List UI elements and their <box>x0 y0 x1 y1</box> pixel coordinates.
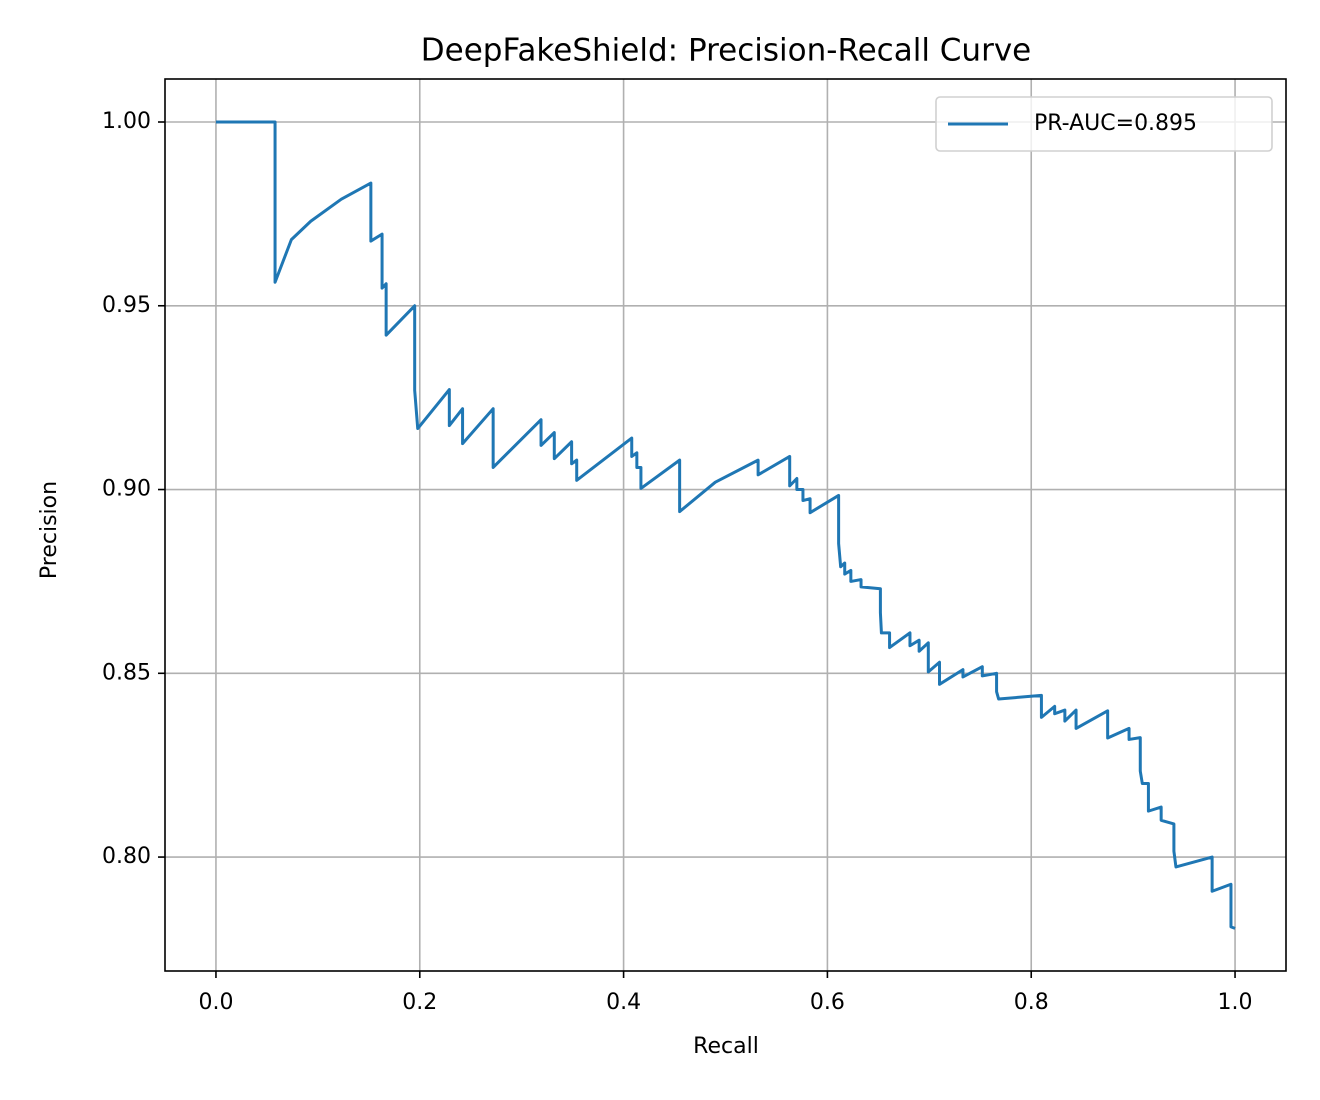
pr-curve <box>215 120 1236 930</box>
y-tick-label: 0.80 <box>102 844 151 869</box>
x-tick-label: 0.6 <box>810 990 845 1015</box>
y-tick-label: 1.00 <box>102 109 151 134</box>
legend-label: PR-AUC=0.895 <box>1034 111 1197 136</box>
x-tick-label: 0.4 <box>606 990 641 1015</box>
axes-frame <box>164 78 1287 972</box>
chart-title: DeepFakeShield: Precision-Recall Curve <box>421 33 1032 69</box>
x-tick-label: 0.8 <box>1014 990 1049 1015</box>
legend-box <box>935 96 1273 152</box>
legend: PR-AUC=0.895 <box>935 96 1273 152</box>
y-tick-label: 0.85 <box>102 660 151 685</box>
y-tick-label: 0.95 <box>102 293 151 318</box>
y-tick-label: 0.90 <box>102 477 151 502</box>
x-axis-label: Recall <box>693 1034 759 1059</box>
x-tick-label: 0.0 <box>198 990 233 1015</box>
x-tick-label: 0.2 <box>402 990 437 1015</box>
y-axis-label: Precision <box>37 481 62 579</box>
x-tick-label: 1.0 <box>1218 990 1253 1015</box>
